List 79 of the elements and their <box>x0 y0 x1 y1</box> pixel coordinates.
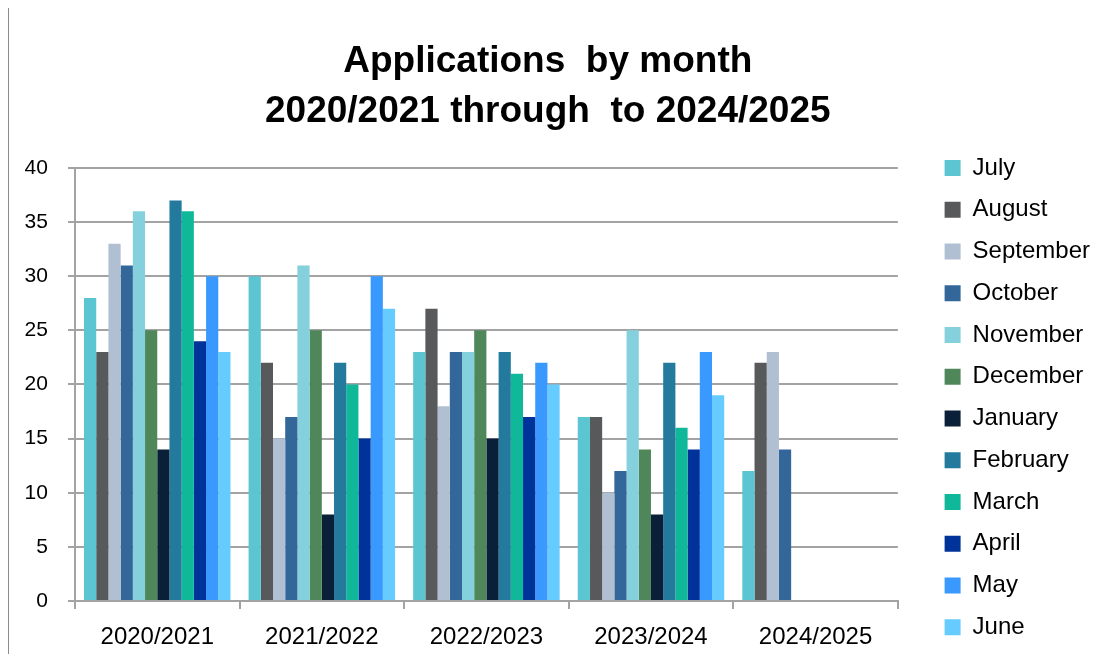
legend-label: October <box>972 277 1058 305</box>
bar <box>193 341 207 600</box>
bar <box>370 276 383 600</box>
x-tick-label: 2023/2024 <box>594 622 708 650</box>
bar <box>510 373 524 600</box>
bar <box>712 395 725 600</box>
bar <box>675 427 688 600</box>
x-tick-label: 2020/2021 <box>100 622 214 650</box>
y-tick-label: 15 <box>24 425 48 449</box>
legend-label: September <box>972 236 1091 264</box>
y-tick-label: 10 <box>24 479 48 503</box>
bar <box>535 362 548 600</box>
y-tick-label: 25 <box>24 317 48 341</box>
bar <box>309 330 322 600</box>
bar <box>285 416 298 600</box>
bar <box>754 362 767 600</box>
bar <box>742 471 755 600</box>
bar <box>437 406 450 600</box>
bar <box>638 449 651 600</box>
bar <box>321 514 335 600</box>
legend-label: April <box>972 528 1021 556</box>
legend-label: July <box>972 152 1016 180</box>
legend-label: June <box>972 611 1025 639</box>
bar <box>108 243 121 600</box>
legend-label: December <box>972 361 1084 389</box>
bar <box>248 276 261 600</box>
bar <box>687 449 700 600</box>
bar <box>461 352 475 600</box>
x-tick-label: 2021/2022 <box>265 622 379 650</box>
bar <box>206 276 219 600</box>
y-tick-label: 20 <box>24 371 48 395</box>
legend-label: January <box>972 403 1058 431</box>
bar <box>358 438 371 600</box>
chart-title: Applications by month 2020/2021 through to 2024/2025 <box>265 39 831 131</box>
bar <box>169 200 182 600</box>
bar <box>382 308 396 600</box>
bar <box>297 265 310 600</box>
legend-label: August <box>972 194 1048 222</box>
bar <box>260 362 273 600</box>
bar <box>602 492 615 600</box>
bar <box>84 297 97 600</box>
bar <box>273 438 286 600</box>
y-tick-label: 40 <box>24 154 48 178</box>
bar <box>766 352 779 600</box>
bar <box>650 514 664 600</box>
bar <box>132 211 146 600</box>
bar <box>218 352 231 600</box>
bar <box>449 352 462 600</box>
y-tick-label: 30 <box>24 263 48 287</box>
legend-label: November <box>972 319 1084 347</box>
bar <box>523 416 536 600</box>
bar <box>778 449 792 600</box>
x-tick-label: 2024/2025 <box>758 622 873 650</box>
bar <box>96 352 109 600</box>
bar <box>498 352 511 600</box>
y-tick-label: 35 <box>24 208 48 232</box>
bar <box>181 211 194 600</box>
legend-label: May <box>972 570 1018 598</box>
bar <box>486 438 499 600</box>
bar <box>425 308 438 600</box>
bar <box>663 362 676 600</box>
y-tick-label: 0 <box>36 587 48 611</box>
bar <box>614 471 627 600</box>
legend-label: February <box>972 444 1069 472</box>
bar <box>547 384 560 600</box>
bar <box>474 330 487 600</box>
bar <box>413 352 426 600</box>
bar <box>120 265 133 600</box>
bar <box>157 449 170 600</box>
bar <box>626 330 639 600</box>
bar <box>334 362 347 600</box>
bar <box>577 416 590 600</box>
bar <box>346 384 359 600</box>
bar <box>589 416 603 600</box>
bar <box>699 352 713 600</box>
bar <box>145 330 158 600</box>
legend-label: March <box>972 486 1040 514</box>
x-tick-label: 2022/2023 <box>429 622 544 650</box>
y-tick-label: 5 <box>36 533 48 557</box>
